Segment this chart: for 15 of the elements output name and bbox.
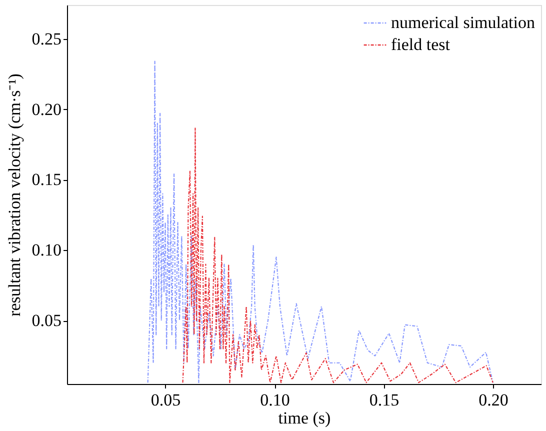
x-axis-title: time (s) <box>278 408 331 428</box>
legend-label: field test <box>391 35 450 54</box>
x-tick-label: 0.15 <box>369 390 400 410</box>
y-tick-label: 0.15 <box>32 170 62 190</box>
y-axis-title: resultant vibration velocity (cm·s⁻¹) <box>4 74 24 316</box>
legend-label: numerical simulation <box>391 13 536 32</box>
line-series <box>182 127 494 384</box>
x-tick-label: 0.05 <box>150 390 181 410</box>
y-tick-label: 0.25 <box>32 29 62 48</box>
x-tick-label: 0.20 <box>478 390 508 410</box>
x-tick-label: 0.10 <box>260 390 290 410</box>
line-series <box>147 60 494 384</box>
y-tick-label: 0.10 <box>32 240 62 260</box>
y-tick-label: 0.05 <box>32 311 62 330</box>
y-tick-label: 0.20 <box>32 100 62 119</box>
